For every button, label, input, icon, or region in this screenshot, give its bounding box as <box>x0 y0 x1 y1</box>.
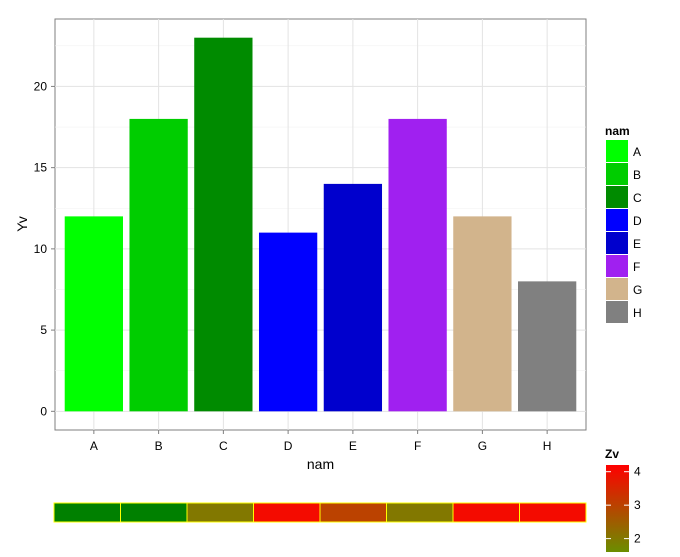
x-tick-label: B <box>155 439 163 453</box>
colorbar-ticks: 2 3 4 <box>606 465 641 546</box>
bar-D <box>258 232 318 412</box>
y-tick-label: 0 <box>40 404 47 418</box>
x-tick-label: D <box>284 439 293 453</box>
heat-strip <box>53 502 587 523</box>
y-tick-label: 20 <box>34 79 48 93</box>
x-tick-label: C <box>219 439 228 453</box>
colorbar-tick-label: 4 <box>634 465 641 479</box>
heat-cell <box>452 502 520 523</box>
y-tick-label: 15 <box>34 161 48 175</box>
bar-A <box>64 216 123 412</box>
y-axis-ticks: 0 5 10 15 20 <box>34 79 55 418</box>
x-tick-label: F <box>414 439 421 453</box>
colorbar-tick-label: 2 <box>634 532 641 546</box>
legend-label-D: D <box>633 214 642 228</box>
bar-chart: A B C D E F G H 0 5 10 15 20 nam Yv <box>14 18 587 472</box>
heat-cell <box>53 502 121 523</box>
heat-cell <box>186 502 254 523</box>
bar-E <box>323 183 383 412</box>
heat-cell <box>120 502 188 523</box>
legend-swatch-A <box>606 140 628 162</box>
bar-B <box>129 118 188 412</box>
heat-cell <box>519 502 587 523</box>
colorbar: Zv 2 3 4 <box>605 447 641 552</box>
legend-label-F: F <box>633 260 640 274</box>
bar-H <box>518 281 577 412</box>
heat-cell <box>319 502 387 523</box>
legend-swatch-E <box>606 232 628 254</box>
legend-swatch-H <box>606 301 628 323</box>
bars <box>64 37 577 412</box>
legend-label-A: A <box>633 145 641 159</box>
legend-swatch-B <box>606 163 628 185</box>
heat-cell <box>386 502 454 523</box>
legend-swatch-G <box>606 278 628 300</box>
heat-cell <box>253 502 321 523</box>
legend-label-G: G <box>633 283 642 297</box>
bar-G <box>453 216 512 412</box>
legend-label-C: C <box>633 191 642 205</box>
y-tick-label: 10 <box>34 242 48 256</box>
legend-label-B: B <box>633 168 641 182</box>
legend-title: nam <box>605 124 630 138</box>
colorbar-title: Zv <box>605 447 619 461</box>
legend-label-H: H <box>633 306 642 320</box>
legend-swatch-D <box>606 209 628 231</box>
colorbar-gradient <box>606 465 629 552</box>
colorbar-tick-label: 3 <box>634 498 641 512</box>
y-axis-label: Yv <box>14 216 30 232</box>
x-tick-label: E <box>349 439 357 453</box>
x-axis-label: nam <box>307 456 334 472</box>
legend-swatch-C <box>606 186 628 208</box>
y-tick-label: 5 <box>40 323 47 337</box>
bar-F <box>388 118 447 412</box>
legend-swatch-F <box>606 255 628 277</box>
heat-cells <box>53 502 587 523</box>
x-tick-label: H <box>543 439 552 453</box>
x-tick-label: A <box>90 439 98 453</box>
bar-C <box>194 37 253 412</box>
x-tick-label: G <box>478 439 487 453</box>
x-axis-ticks: A B C D E F G H <box>90 430 552 453</box>
legend-label-E: E <box>633 237 641 251</box>
